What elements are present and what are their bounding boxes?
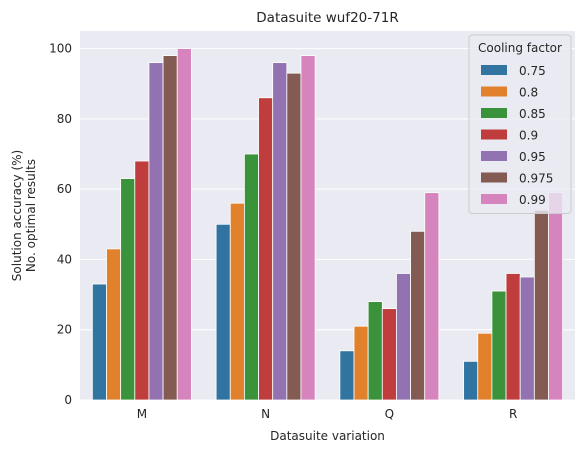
- bar: [287, 73, 301, 400]
- x-axis-label: Datasuite variation: [270, 429, 385, 443]
- bar: [107, 249, 121, 400]
- bar: [425, 193, 439, 400]
- x-tick-label: R: [509, 407, 517, 421]
- legend-label: 0.8: [519, 86, 538, 100]
- legend-label: 0.9: [519, 129, 538, 143]
- legend-label: 0.99: [519, 193, 546, 207]
- legend-swatch: [481, 130, 507, 140]
- bar: [492, 291, 506, 400]
- legend-label: 0.85: [519, 107, 546, 121]
- legend-swatch: [481, 87, 507, 97]
- bar: [230, 203, 244, 400]
- x-tick-label: M: [137, 407, 147, 421]
- legend-swatch: [481, 194, 507, 204]
- legend-box: [469, 35, 571, 214]
- bar: [135, 161, 149, 400]
- y-tick-label: 20: [57, 323, 72, 337]
- bar: [520, 277, 534, 400]
- bar: [534, 210, 548, 400]
- y-axis-label-line2: No. optimal results: [24, 159, 38, 272]
- bar: [411, 231, 425, 400]
- bar: [92, 284, 106, 400]
- legend-label: 0.975: [519, 172, 553, 186]
- bar: [354, 326, 368, 400]
- bar: [368, 302, 382, 400]
- y-tick-label: 60: [57, 182, 72, 196]
- legend-swatch: [481, 108, 507, 118]
- x-tick-label: N: [261, 407, 270, 421]
- bar: [149, 63, 163, 400]
- bar: [506, 273, 520, 400]
- chart-title: Datasuite wuf20-71R: [256, 10, 398, 26]
- bar: [163, 56, 177, 400]
- y-tick-label: 100: [49, 42, 72, 56]
- y-tick-label: 40: [57, 252, 72, 266]
- bar: [301, 56, 315, 400]
- bar: [273, 63, 287, 400]
- legend-label: 0.95: [519, 150, 546, 164]
- y-tick-label: 80: [57, 112, 72, 126]
- x-tick-label: Q: [385, 407, 394, 421]
- bar: [478, 333, 492, 400]
- legend-swatch: [481, 65, 507, 75]
- legend-label: 0.75: [519, 64, 546, 78]
- bar: [340, 351, 354, 400]
- bar: [259, 98, 273, 400]
- bar: [244, 154, 258, 400]
- y-axis-label-line1: Solution accuracy (%): [10, 150, 24, 281]
- legend: Cooling factor 0.75 0.8 0.85 0.9 0.95 0.975 0.…: [469, 35, 571, 214]
- bar: [548, 193, 562, 400]
- legend-title: Cooling factor: [478, 41, 562, 55]
- legend-swatch: [481, 151, 507, 161]
- y-tick-label: 0: [64, 393, 72, 407]
- bar: [216, 224, 230, 400]
- bar: [382, 309, 396, 400]
- bar: [396, 273, 410, 400]
- bar: [464, 361, 478, 400]
- bar: [121, 179, 135, 400]
- bar: [177, 49, 191, 400]
- legend-swatch: [481, 173, 507, 183]
